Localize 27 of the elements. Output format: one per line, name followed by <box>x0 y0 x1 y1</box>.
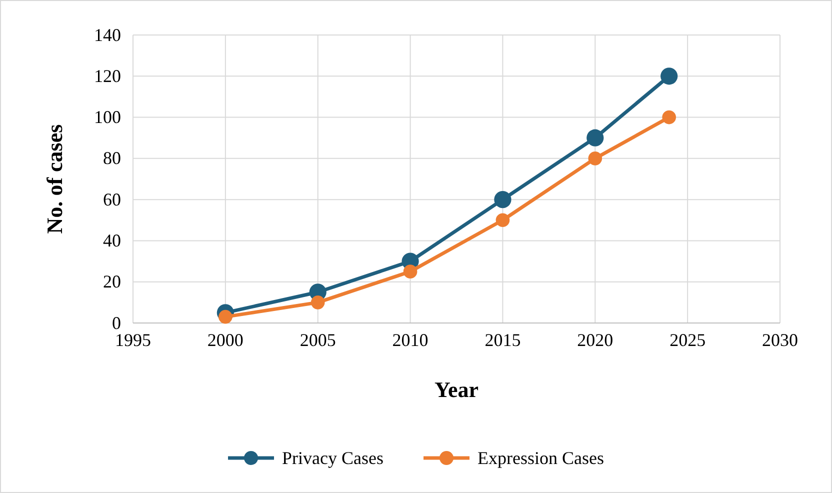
point <box>496 213 510 228</box>
y-tick-label: 80 <box>103 148 121 168</box>
point <box>494 191 512 208</box>
x-tick-label: 2020 <box>577 330 614 350</box>
y-tick-label: 40 <box>103 230 121 250</box>
point <box>403 264 418 278</box>
point <box>662 110 676 124</box>
point <box>218 310 232 324</box>
x-tick-label: 2025 <box>670 330 706 350</box>
y-tick-label: 100 <box>94 107 121 128</box>
y-tick-label: 120 <box>94 66 121 86</box>
x-tick-label: 2000 <box>207 330 244 350</box>
point <box>310 296 325 310</box>
x-tick-label: 2030 <box>762 330 798 350</box>
y-tick-label: 60 <box>103 189 121 210</box>
y-tick-label: 20 <box>103 272 121 292</box>
y-tick-label: 140 <box>94 24 121 45</box>
legend-label: Privacy Cases <box>282 448 384 468</box>
x-axis-title: Year <box>434 377 479 402</box>
point <box>588 152 602 166</box>
point <box>660 68 678 85</box>
x-tick-label: 2010 <box>392 330 428 350</box>
point <box>586 129 604 146</box>
y-axis-title: No. of cases <box>42 124 67 234</box>
x-tick-label: 2015 <box>484 330 521 350</box>
legend-label: Expression Cases <box>478 448 604 468</box>
x-tick-label: 2005 <box>300 330 336 350</box>
